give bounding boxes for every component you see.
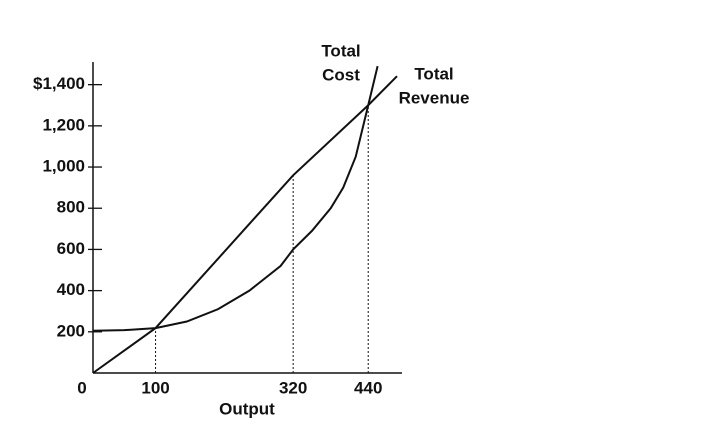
series-line bbox=[92, 75, 398, 374]
x-tick-label: 440 bbox=[354, 378, 382, 397]
x-tick-label: 100 bbox=[141, 378, 169, 397]
y-tick-label: 400 bbox=[57, 280, 85, 299]
y-tick-label: 1,000 bbox=[42, 157, 85, 176]
series-line bbox=[92, 65, 379, 332]
y-tick-label: 800 bbox=[57, 198, 85, 217]
y-tick-label: 1,200 bbox=[42, 115, 85, 134]
x-tick-label: 320 bbox=[279, 378, 307, 397]
x-tick-label: 0 bbox=[77, 378, 86, 397]
series-label: Revenue bbox=[399, 88, 470, 107]
series-label: Total bbox=[321, 41, 360, 60]
y-tick-label: 200 bbox=[57, 321, 85, 340]
x-axis-title: Output bbox=[219, 399, 275, 418]
y-tick-label: 600 bbox=[57, 239, 85, 258]
series-label: Cost bbox=[322, 65, 360, 84]
series-label: Total bbox=[414, 64, 453, 83]
y-tick-label: $1,400 bbox=[33, 74, 85, 93]
